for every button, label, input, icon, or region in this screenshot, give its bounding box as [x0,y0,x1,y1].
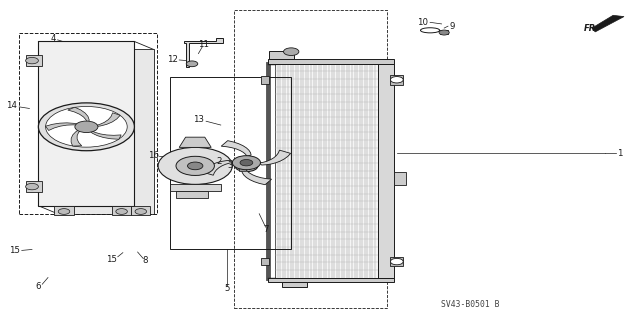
Circle shape [158,147,232,184]
Polygon shape [440,30,448,34]
Text: 13: 13 [193,115,204,124]
Polygon shape [268,59,394,64]
Polygon shape [26,55,42,66]
Polygon shape [71,129,82,146]
Circle shape [135,209,147,214]
Polygon shape [58,49,154,214]
Text: 4: 4 [51,34,56,43]
Polygon shape [68,107,89,123]
Polygon shape [394,172,406,185]
Polygon shape [54,206,74,215]
Text: 8: 8 [143,256,148,265]
Polygon shape [269,51,294,59]
Polygon shape [221,141,251,156]
Text: SV43-B0501 B: SV43-B0501 B [441,300,500,309]
Text: 10: 10 [417,18,428,27]
Circle shape [232,156,260,170]
Circle shape [26,57,38,64]
Polygon shape [242,169,271,185]
Polygon shape [261,258,269,265]
Polygon shape [94,113,120,127]
Polygon shape [26,181,42,192]
Polygon shape [112,206,131,215]
Circle shape [26,183,38,190]
Circle shape [390,258,403,265]
Polygon shape [390,257,403,266]
Text: 3: 3 [228,161,233,170]
Text: 6: 6 [36,282,41,291]
Polygon shape [282,282,307,287]
Polygon shape [170,184,221,191]
Circle shape [58,209,70,214]
Polygon shape [176,191,208,198]
Circle shape [240,160,253,166]
Circle shape [390,77,403,83]
Circle shape [45,107,127,147]
Text: 12: 12 [166,56,178,64]
Text: 15: 15 [8,246,20,255]
Text: 9: 9 [449,22,454,31]
Circle shape [176,156,214,175]
Text: 14: 14 [6,101,17,110]
Polygon shape [268,278,394,282]
Circle shape [116,209,127,214]
Polygon shape [275,64,378,278]
Text: 2: 2 [216,157,221,166]
Circle shape [75,121,98,133]
Polygon shape [592,15,624,32]
Polygon shape [390,75,403,85]
Polygon shape [45,123,80,130]
Polygon shape [239,168,246,171]
Polygon shape [202,160,234,175]
Circle shape [284,48,299,56]
Circle shape [188,162,203,170]
Text: FR.: FR. [584,24,599,33]
Text: 1: 1 [617,149,622,158]
Text: 15: 15 [106,255,118,263]
Text: 11: 11 [198,40,209,49]
Polygon shape [261,76,269,84]
Circle shape [186,61,198,67]
Polygon shape [131,206,150,215]
Polygon shape [184,38,223,67]
Circle shape [235,160,258,172]
Text: 5: 5 [225,284,230,293]
Polygon shape [38,41,134,206]
Polygon shape [179,137,211,147]
Text: 7: 7 [263,225,268,234]
Polygon shape [89,130,121,139]
Text: 16: 16 [148,151,159,160]
Circle shape [439,30,449,35]
Polygon shape [259,150,291,165]
Polygon shape [378,64,394,278]
Circle shape [38,103,134,151]
Circle shape [241,163,252,168]
